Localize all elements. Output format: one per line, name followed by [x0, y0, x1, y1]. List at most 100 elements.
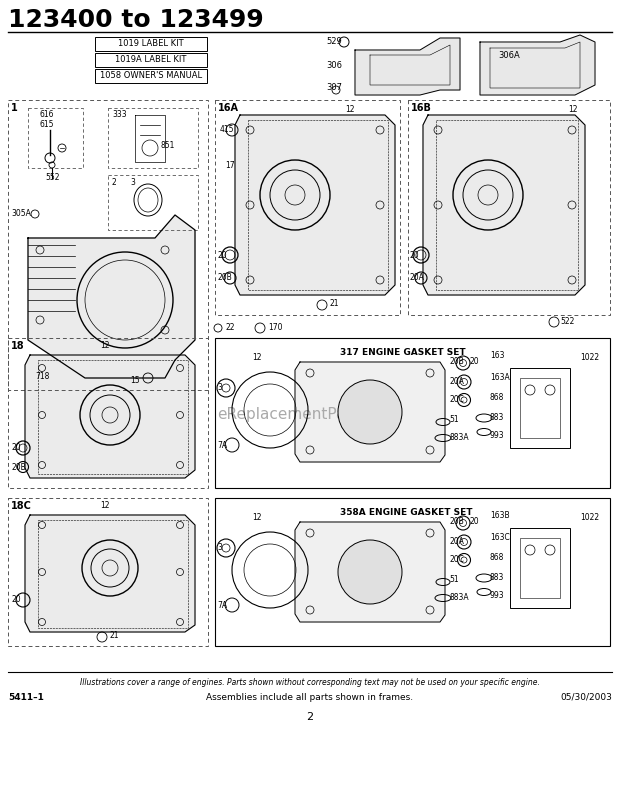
- Bar: [520, 538, 560, 598]
- Bar: [8, 338, 208, 488]
- Text: Illustrations cover a range of engines. Parts shown without corresponding text m: Illustrations cover a range of engines. …: [80, 678, 540, 687]
- Text: 7A: 7A: [217, 440, 227, 449]
- Text: 1058 OWNER'S MANUAL: 1058 OWNER'S MANUAL: [100, 71, 202, 80]
- Text: 20B: 20B: [218, 273, 232, 282]
- Text: 20A: 20A: [449, 537, 464, 546]
- Text: 12: 12: [568, 106, 577, 115]
- Text: 12: 12: [345, 106, 355, 115]
- Polygon shape: [295, 522, 445, 622]
- Bar: [95, 53, 207, 67]
- Text: 18: 18: [11, 341, 25, 351]
- Text: 163C: 163C: [490, 533, 510, 542]
- Polygon shape: [480, 35, 595, 95]
- Bar: [215, 338, 610, 488]
- Text: 358A ENGINE GASKET SET: 358A ENGINE GASKET SET: [340, 508, 472, 517]
- Text: 317 ENGINE GASKET SET: 317 ENGINE GASKET SET: [340, 348, 466, 357]
- Text: 851: 851: [161, 140, 175, 149]
- Text: 20: 20: [218, 250, 228, 260]
- Text: 2: 2: [306, 712, 314, 722]
- Text: 522: 522: [560, 318, 574, 326]
- Bar: [8, 100, 208, 390]
- Text: Assemblies include all parts shown in frames.: Assemblies include all parts shown in fr…: [206, 693, 414, 702]
- Bar: [215, 100, 400, 315]
- Text: 21: 21: [110, 630, 120, 639]
- Text: 1019A LABEL KIT: 1019A LABEL KIT: [115, 55, 187, 64]
- Ellipse shape: [338, 380, 402, 444]
- Text: 1: 1: [11, 103, 18, 113]
- Text: 718: 718: [35, 372, 50, 381]
- Text: 170: 170: [268, 323, 283, 333]
- Text: 883: 883: [490, 414, 505, 423]
- Text: 552: 552: [45, 173, 60, 183]
- Text: 163B: 163B: [490, 511, 510, 520]
- Text: 3: 3: [130, 178, 135, 187]
- Text: 12: 12: [252, 513, 262, 522]
- Polygon shape: [25, 515, 195, 632]
- Text: 16B: 16B: [411, 103, 432, 113]
- Text: 529: 529: [326, 38, 342, 47]
- Text: 20B: 20B: [449, 517, 464, 526]
- Text: 7A: 7A: [217, 601, 227, 610]
- Text: 3: 3: [217, 544, 222, 553]
- Text: 51: 51: [449, 576, 459, 585]
- Text: 868: 868: [490, 394, 505, 403]
- Text: 18C: 18C: [11, 501, 32, 511]
- Text: 305A: 305A: [11, 209, 31, 218]
- Bar: [95, 37, 207, 51]
- Polygon shape: [423, 115, 585, 295]
- Bar: [215, 498, 610, 646]
- Text: 307: 307: [326, 83, 342, 92]
- Text: 993: 993: [490, 431, 505, 439]
- Polygon shape: [25, 355, 195, 478]
- Text: 993: 993: [490, 590, 505, 600]
- Text: 306A: 306A: [498, 51, 520, 60]
- Text: 16A: 16A: [218, 103, 239, 113]
- Text: 20: 20: [470, 517, 480, 526]
- Text: 868: 868: [490, 553, 505, 562]
- Text: 20B: 20B: [449, 358, 464, 367]
- Text: 616: 616: [40, 110, 55, 119]
- Text: 163A: 163A: [490, 374, 510, 383]
- Text: 20: 20: [11, 596, 20, 605]
- Bar: [510, 528, 570, 608]
- Text: 20C: 20C: [449, 556, 464, 565]
- Text: 12: 12: [100, 341, 110, 350]
- Text: 163: 163: [490, 350, 505, 359]
- Text: 883: 883: [490, 573, 505, 582]
- Bar: [408, 100, 610, 315]
- Text: 51: 51: [449, 415, 459, 424]
- Bar: [108, 175, 198, 230]
- Text: 883A: 883A: [449, 593, 469, 602]
- Polygon shape: [235, 115, 395, 295]
- Text: 20: 20: [11, 444, 20, 452]
- Text: 306: 306: [326, 60, 342, 70]
- Text: 22: 22: [225, 323, 234, 333]
- Text: 20A: 20A: [409, 273, 424, 282]
- Text: 21: 21: [330, 298, 340, 307]
- Text: 883A: 883A: [449, 432, 469, 441]
- Bar: [8, 498, 208, 646]
- Bar: [28, 108, 83, 168]
- Bar: [520, 378, 560, 438]
- Text: 15: 15: [130, 376, 140, 385]
- Text: 123400 to 123499: 123400 to 123499: [8, 8, 264, 32]
- Text: 1019 LABEL KIT: 1019 LABEL KIT: [118, 39, 184, 48]
- Text: 12: 12: [100, 500, 110, 509]
- Text: 333: 333: [112, 110, 126, 119]
- Text: eReplacementParts.com: eReplacementParts.com: [217, 407, 403, 423]
- Text: 05/30/2003: 05/30/2003: [560, 693, 612, 702]
- Bar: [510, 368, 570, 448]
- Bar: [108, 108, 198, 168]
- Text: 3: 3: [217, 383, 222, 392]
- Text: 20A: 20A: [449, 378, 464, 387]
- Text: 17: 17: [225, 160, 234, 169]
- Text: 1022: 1022: [580, 513, 599, 522]
- Ellipse shape: [338, 540, 402, 604]
- Text: 20: 20: [409, 250, 419, 260]
- Text: 20: 20: [470, 358, 480, 367]
- Polygon shape: [355, 38, 460, 95]
- Polygon shape: [295, 362, 445, 462]
- Text: 12: 12: [252, 354, 262, 363]
- Text: 2: 2: [112, 178, 117, 187]
- Text: 5411–1: 5411–1: [8, 693, 44, 702]
